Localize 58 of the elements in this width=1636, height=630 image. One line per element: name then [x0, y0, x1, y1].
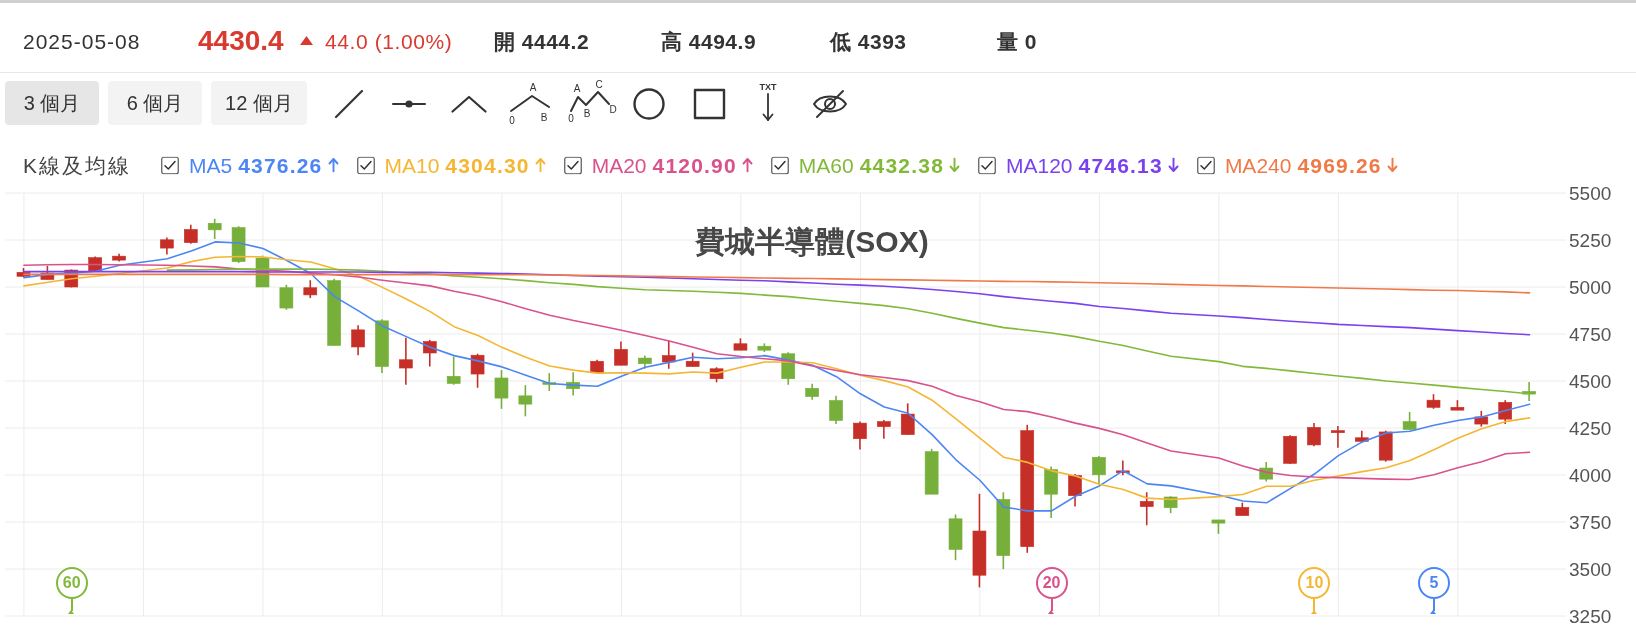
text: 高 4494.9	[661, 29, 757, 53]
candlestick	[470, 352, 485, 389]
text: MA10	[384, 153, 440, 177]
text: 4746.13	[1078, 153, 1163, 177]
candlestick	[279, 283, 294, 311]
annotation: 5	[1429, 574, 1439, 591]
candlestick	[446, 355, 461, 386]
y-tick-label: 3500	[1569, 558, 1612, 580]
y-tick-label: 4750	[1569, 323, 1612, 345]
y-tick-label: 4250	[1569, 417, 1612, 439]
text: 開 4444.2	[494, 29, 590, 53]
annotation: 20	[1042, 574, 1061, 591]
y-tick-label: 4000	[1569, 464, 1612, 486]
text: 4432.38	[859, 153, 945, 177]
candlestick	[829, 395, 843, 425]
y-tick-label: 5500	[1569, 182, 1612, 204]
text: 4969.26	[1297, 153, 1382, 177]
text: 4304.30	[445, 153, 530, 177]
candlestick	[518, 384, 533, 418]
candlestick	[900, 402, 915, 436]
text: MA240	[1224, 153, 1292, 177]
candlestick	[207, 217, 222, 240]
text: 44.0 (1.00%)	[325, 29, 453, 53]
candlestick	[1498, 399, 1512, 425]
button: 12 個月	[211, 81, 307, 125]
candlestick	[853, 420, 867, 451]
text: MA20	[591, 153, 647, 177]
candlestick	[1139, 491, 1154, 526]
text: 4120.90	[652, 153, 737, 177]
candlestick	[1068, 473, 1082, 508]
candlestick	[183, 223, 198, 245]
candlestick	[614, 340, 628, 367]
text: MA5	[189, 153, 233, 177]
text: MA120	[1006, 153, 1073, 177]
legend-title: K線及均線	[23, 153, 132, 177]
button: 3 個月	[5, 81, 99, 125]
y-tick-label: 3750	[1569, 511, 1612, 533]
candlestick	[877, 419, 891, 440]
y-tick-label: 5000	[1569, 276, 1612, 298]
text: 4430.4	[198, 25, 284, 56]
button: 6 個月	[108, 81, 202, 125]
text: 低 4393	[830, 29, 907, 53]
text: 4376.26	[238, 153, 323, 177]
y-tick-label: 5250	[1569, 229, 1612, 251]
text: 2025-05-08	[23, 29, 141, 53]
candlestick	[351, 324, 365, 357]
candlestick	[494, 369, 509, 410]
annotation: 10	[1305, 574, 1324, 591]
text: 費城半導體(SOX)	[695, 225, 929, 258]
text: MA60	[798, 153, 854, 177]
annotation: 60	[62, 574, 81, 591]
candlestick	[661, 339, 676, 370]
y-tick-label: 3250	[1569, 605, 1612, 627]
y-tick-label: 4500	[1569, 370, 1612, 392]
candlestick	[1331, 425, 1345, 449]
text: 量 0	[997, 29, 1038, 53]
candlestick	[1092, 455, 1106, 486]
candlestick	[399, 336, 413, 386]
